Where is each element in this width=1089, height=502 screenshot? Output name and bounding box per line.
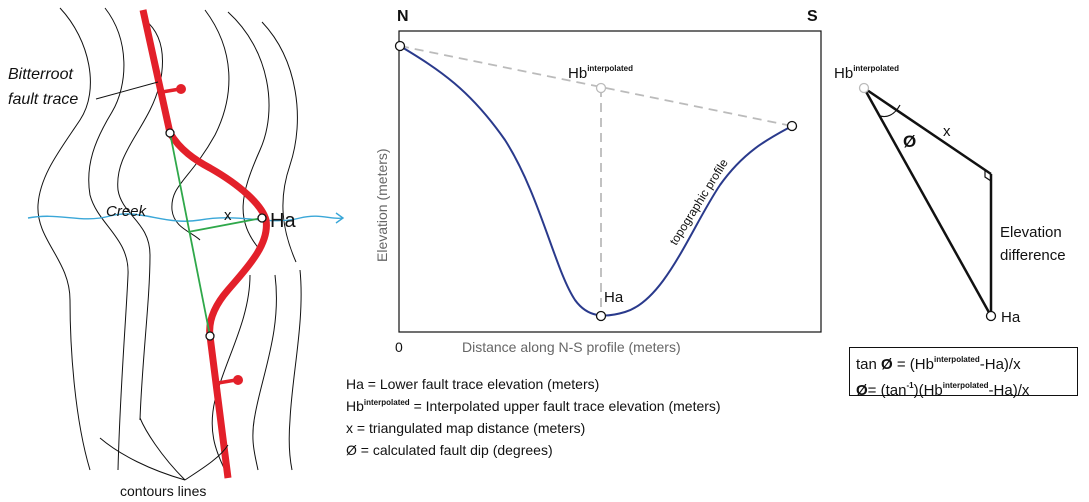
profile-panel: N S Elevation (meters) Distance along N-… [374,8,821,355]
formula-box: tan Ø = (Hbinterpolated-Ha)/x Ø= (tan-1)… [849,347,1078,396]
triangle-x-side [864,88,991,174]
fault-contour-intersection [206,332,214,340]
map-x-label: x [224,207,232,224]
legend-ha: Ha = Lower fault trace elevation (meters… [346,376,599,392]
triangle-ha-label: Ha [1001,309,1021,326]
triangle-ha-point [987,312,996,321]
legend-hb: Hbinterpolated = Interpolated upper faul… [346,398,721,414]
north-endpoint [396,42,405,51]
contour-line [289,270,301,470]
contours-label: contours lines [120,483,206,499]
south-label: S [807,8,818,25]
triangle-hb-point [860,84,869,93]
profile-origin-label: 0 [395,339,403,355]
legend-phi: Ø = calculated fault dip (degrees) [346,442,553,458]
legend-x: x = triangulated map distance (meters) [346,420,585,436]
south-endpoint [788,122,797,131]
map-ha-label: Ha [270,210,296,232]
topographic-profile-label: topographic profile [667,156,731,247]
ha-point [258,214,266,222]
triangle-phi-label: Ø [903,132,916,151]
creek-label: Creek [106,203,148,220]
map-panel: Bitterroot fault trace Creek x Ha contou… [8,8,343,499]
contour-line [172,10,229,240]
elevation-difference-label: difference [1000,247,1066,264]
fault-contour-intersection [166,129,174,137]
fault-trace-label: Bitterroot [8,66,73,83]
profile-ha-label: Ha [604,289,624,306]
fault-dip-ball-icon [176,84,186,94]
elevation-difference-label: Elevation [1000,224,1062,241]
ha-point [597,312,606,321]
contour-line [253,275,277,470]
triangle-x-label: x [943,123,951,140]
dip-triangle-panel: Hbinterpolated x Ø Elevation difference … [834,64,1066,326]
fault-label-leader [96,82,158,99]
fault-trace [143,10,266,478]
profile-xlabel: Distance along N-S profile (meters) [462,339,681,355]
fault-trace-label: fault trace [8,91,78,108]
profile-ylabel: Elevation (meters) [374,148,390,262]
contour-line [89,8,128,470]
triangle-hb-label: Hbinterpolated [834,64,899,82]
profile-hb-label: Hbinterpolated [568,64,633,82]
hb-interpolated-point [597,84,606,93]
formula-line-1: tan Ø = (Hbinterpolated-Ha)/x [856,349,1077,375]
profile-frame [399,31,821,332]
fault-dip-ball-icon [233,375,243,385]
formula-line-2: Ø= (tan-1)(Hbinterpolated-Ha)/x [856,375,1077,401]
triangle-hypotenuse [864,88,991,316]
north-label: N [397,8,409,25]
